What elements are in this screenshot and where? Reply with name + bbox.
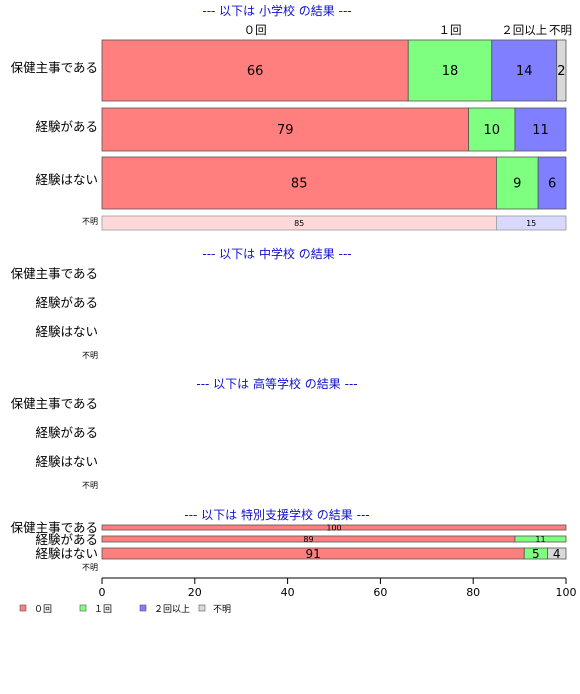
data-label: 79 — [277, 123, 294, 138]
bar-segment — [547, 547, 567, 560]
category-label: 保健主事である — [11, 266, 98, 281]
column-header: 不明 — [549, 23, 572, 37]
bar-segment — [537, 156, 567, 210]
x-tick-label: 0 — [99, 586, 106, 599]
category-label: 保健主事である — [11, 520, 98, 535]
column-header: ２回以上 — [501, 23, 547, 37]
x-tick-label: 100 — [556, 586, 577, 599]
category-label: 経験がある — [35, 119, 98, 134]
column-header: ０回 — [244, 23, 267, 37]
category-label: 経験はない — [35, 324, 98, 339]
bar-segment — [514, 535, 567, 543]
x-tick-label: 40 — [281, 586, 295, 599]
x-tick-label: 60 — [373, 586, 387, 599]
section-title: --- 以下は 小学校 の結果 --- — [202, 3, 351, 18]
bar-segment — [491, 39, 558, 102]
data-label: 10 — [483, 123, 500, 138]
data-label: 85 — [294, 219, 304, 228]
category-label: 不明 — [82, 217, 98, 226]
legend-label: ２回以上 — [154, 604, 190, 615]
bar-segment — [407, 39, 493, 102]
data-label: 89 — [303, 535, 313, 544]
legend-label: 不明 — [213, 604, 231, 615]
category-label: 保健主事である — [11, 396, 98, 411]
category-label: 不明 — [82, 563, 98, 572]
data-label: 18 — [442, 64, 459, 79]
bar-segment — [101, 156, 497, 210]
data-label: 15 — [526, 219, 536, 228]
category-label: 経験はない — [35, 172, 98, 187]
category-label: 不明 — [82, 351, 98, 360]
data-label: 6 — [548, 177, 556, 192]
data-label: 4 — [553, 547, 561, 561]
data-label: 14 — [516, 64, 533, 79]
category-label: 不明 — [82, 481, 98, 490]
legend-label: ０回 — [34, 604, 52, 615]
legend-label: １回 — [94, 604, 112, 615]
column-header: １回 — [439, 23, 462, 37]
section-title: --- 以下は 高等学校 の結果 --- — [196, 376, 357, 391]
data-label: 66 — [247, 64, 264, 79]
section-title: --- 以下は 中学校 の結果 --- — [202, 246, 351, 261]
legend-swatch — [198, 604, 206, 612]
data-label: 9 — [513, 177, 521, 192]
bar-segment — [101, 39, 409, 102]
category-label: 経験はない — [35, 546, 98, 561]
data-label: 5 — [532, 547, 540, 561]
x-tick-label: 80 — [466, 586, 480, 599]
bar-segment — [495, 215, 567, 231]
bar-segment — [468, 107, 516, 152]
bar-segment — [101, 524, 567, 531]
bar-segment — [495, 156, 539, 210]
category-label: 経験がある — [35, 532, 98, 547]
data-label: 11 — [535, 535, 545, 544]
category-label: 経験がある — [35, 425, 98, 440]
bar-segment — [556, 39, 567, 102]
x-tick-label: 20 — [188, 586, 202, 599]
data-label: 85 — [291, 177, 308, 192]
bar-segment — [514, 107, 567, 152]
data-label: 2 — [557, 64, 565, 79]
category-label: 保健主事である — [11, 60, 98, 75]
section-title: --- 以下は 特別支援学校 の結果 --- — [184, 507, 369, 522]
legend-swatch — [79, 604, 87, 612]
data-label: 91 — [305, 547, 320, 561]
legend-swatch — [19, 604, 27, 612]
legend-swatch — [139, 604, 147, 612]
data-label: 100 — [326, 523, 341, 532]
category-label: 経験がある — [35, 295, 98, 310]
category-label: 経験はない — [35, 454, 98, 469]
data-label: 11 — [532, 123, 549, 138]
